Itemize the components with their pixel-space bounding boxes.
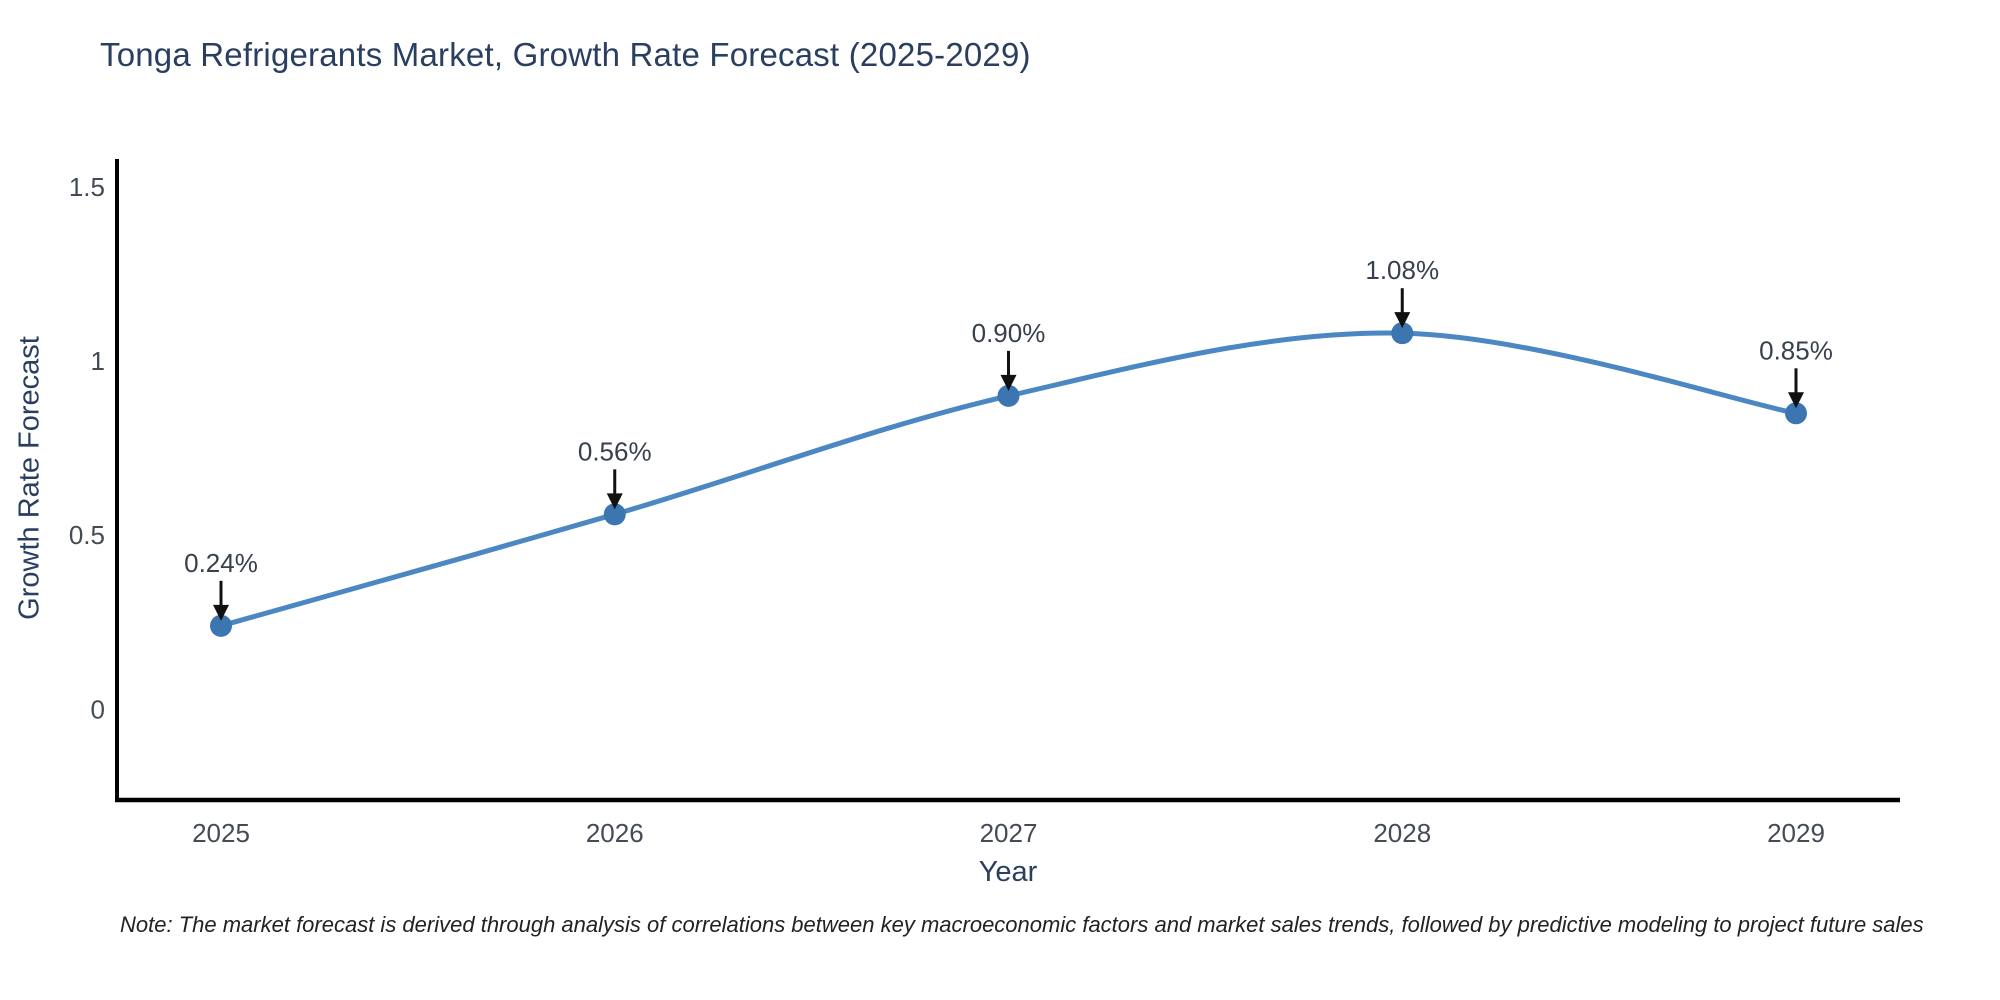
annotation-arrowhead <box>1000 374 1017 391</box>
y-tick-label: 0 <box>91 694 105 724</box>
x-tick-label: 2027 <box>980 818 1038 848</box>
annotation-label: 0.90% <box>972 318 1046 348</box>
annotation-label: 0.56% <box>578 436 652 466</box>
y-tick-label: 0.5 <box>69 520 105 550</box>
x-tick-label: 2025 <box>192 818 250 848</box>
x-tick-label: 2026 <box>586 818 644 848</box>
y-tick-label: 1 <box>91 346 105 376</box>
footnote: Note: The market forecast is derived thr… <box>120 912 1924 937</box>
x-tick-label: 2029 <box>1767 818 1825 848</box>
data-point-marker <box>997 384 1020 407</box>
annotation-label: 0.24% <box>184 548 258 578</box>
y-tick-label: 1.5 <box>69 172 105 202</box>
annotation-label: 0.85% <box>1759 335 1833 365</box>
y-axis-title: Growth Rate Forecast <box>13 336 46 620</box>
x-axis-title: Year <box>978 856 1038 888</box>
annotation-arrowhead <box>1788 392 1804 409</box>
annotation-arrowhead <box>1394 312 1411 329</box>
x-tick-label: 2028 <box>1373 818 1431 848</box>
annotation-arrowhead <box>213 604 229 621</box>
annotation-label: 1.08% <box>1365 255 1439 285</box>
chart-title: Tonga Refrigerants Market, Growth Rate F… <box>100 36 1031 73</box>
data-point-marker <box>603 503 626 526</box>
data-point-marker <box>1391 322 1414 345</box>
data-point-marker <box>210 614 232 637</box>
data-point-marker <box>1785 402 1807 425</box>
annotation-arrowhead <box>606 493 623 510</box>
